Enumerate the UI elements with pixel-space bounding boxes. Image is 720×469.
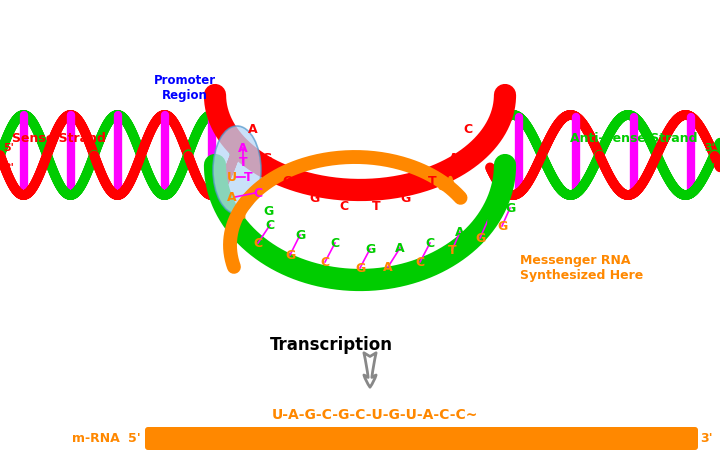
- Text: C: C: [330, 236, 340, 250]
- Text: G: G: [285, 249, 295, 262]
- Text: T: T: [243, 171, 252, 183]
- Text: Anti-Sense Strand: Anti-Sense Strand: [570, 131, 698, 144]
- Text: T: T: [239, 156, 247, 168]
- Text: G: G: [263, 204, 273, 218]
- Text: A: A: [395, 242, 405, 255]
- Text: T: T: [448, 243, 456, 257]
- Text: C: C: [415, 256, 425, 268]
- Text: T: T: [428, 175, 437, 188]
- Text: A: A: [228, 190, 237, 204]
- Text: A: A: [248, 123, 257, 136]
- Text: A: A: [238, 142, 248, 154]
- Text: C: C: [253, 236, 263, 250]
- Text: C: C: [340, 200, 348, 213]
- Text: C: C: [253, 187, 263, 199]
- Text: 3': 3': [704, 143, 715, 153]
- Text: C: C: [266, 219, 274, 232]
- Text: G: G: [235, 209, 245, 221]
- Text: G: G: [261, 151, 271, 165]
- Text: C: C: [463, 123, 472, 136]
- Text: Sense Strand: Sense Strand: [12, 131, 106, 144]
- Text: U-A-G-C-G-C-U-G-U-A-C-C~: U-A-G-C-G-C-U-G-U-A-C-C~: [272, 408, 478, 422]
- Text: C: C: [283, 175, 292, 188]
- Text: T: T: [484, 213, 492, 227]
- Text: 5': 5': [704, 163, 715, 173]
- Text: U: U: [227, 171, 237, 183]
- Text: 5': 5': [3, 143, 14, 153]
- Text: G: G: [505, 202, 515, 214]
- Text: G: G: [365, 242, 375, 256]
- Text: G: G: [309, 192, 319, 205]
- Text: G: G: [295, 228, 305, 242]
- Text: A: A: [383, 260, 393, 273]
- Text: 5': 5': [128, 431, 140, 445]
- FancyBboxPatch shape: [145, 427, 698, 450]
- Text: 3': 3': [3, 163, 14, 173]
- Text: A: A: [455, 226, 465, 239]
- Text: G: G: [355, 262, 365, 274]
- Text: 3': 3': [700, 431, 713, 445]
- Text: G: G: [401, 192, 411, 205]
- Text: T: T: [372, 200, 380, 213]
- Text: C: C: [426, 236, 435, 250]
- Text: Promoter
Region: Promoter Region: [154, 74, 216, 102]
- Text: Messenger RNA
Synthesized Here: Messenger RNA Synthesized Here: [520, 254, 643, 282]
- Text: m-RNA: m-RNA: [72, 431, 120, 445]
- Text: G: G: [497, 219, 507, 233]
- Text: G: G: [475, 232, 485, 244]
- Ellipse shape: [213, 126, 261, 214]
- Text: A: A: [449, 151, 459, 165]
- Text: Transcription: Transcription: [270, 336, 393, 354]
- Text: C: C: [320, 256, 330, 268]
